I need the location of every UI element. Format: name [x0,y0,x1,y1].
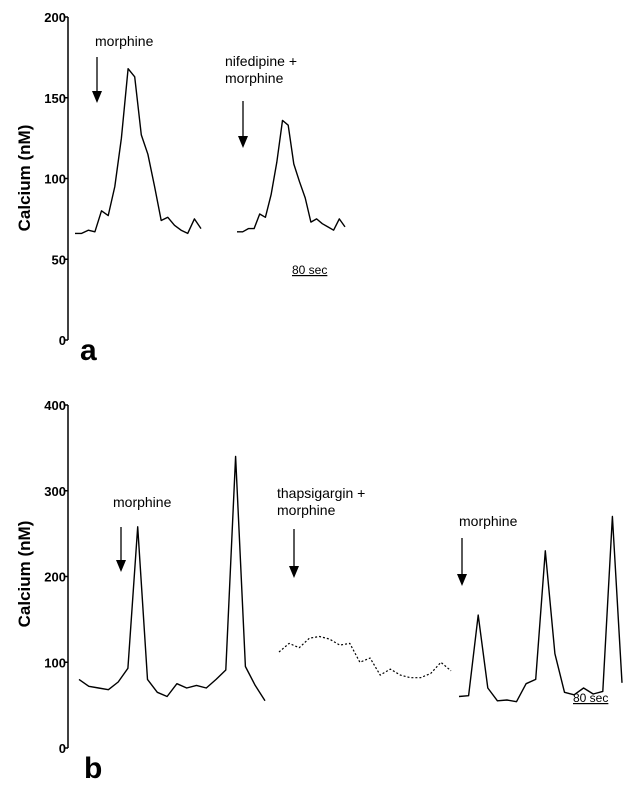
annotation-arrow-head [457,574,467,586]
series-line-2 [278,635,452,679]
y-tick-label: 300 [44,484,66,499]
annotation-text: morphine [95,33,154,49]
panel-letter: b [84,752,102,785]
annotation-text: morphine [277,502,336,518]
annotation-arrow-head [238,136,248,148]
panel-b: 0 100 200 300 400 Calcium (nM) b 80 sec morphine… [15,398,623,785]
series-line-1 [75,67,202,235]
annotation-text: nifedipine + [225,53,297,69]
scale-bar-label: 80 sec [292,263,327,277]
y-tick-label: 0 [59,741,66,756]
annotation-arrow-head [92,91,102,103]
y-axis-label: Calcium (nM) [15,521,34,628]
panel-letter: a [80,334,97,367]
y-tick-label: 400 [44,398,66,413]
y-tick-label: 200 [44,570,66,585]
series-line-3 [458,515,623,703]
y-tick-label: 150 [44,91,66,106]
series-line-1 [78,455,266,702]
series-line-2 [237,119,346,233]
annotation-text: thapsigargin + [277,485,365,501]
annotation-text: morphine [459,513,518,529]
annotation-text: morphine [113,494,172,510]
annotation-arrow-head [116,560,126,572]
annotation-text: morphine [225,70,284,86]
y-tick-label: 200 [44,10,66,25]
y-tick-label: 50 [52,252,66,267]
y-axis-label: Calcium (nM) [15,125,34,232]
y-tick-label: 0 [59,333,66,348]
y-tick-label: 100 [44,655,66,670]
y-tick-label: 100 [44,172,66,187]
scale-bar-label: 80 sec [573,691,608,705]
annotation-arrow-head [289,566,299,578]
